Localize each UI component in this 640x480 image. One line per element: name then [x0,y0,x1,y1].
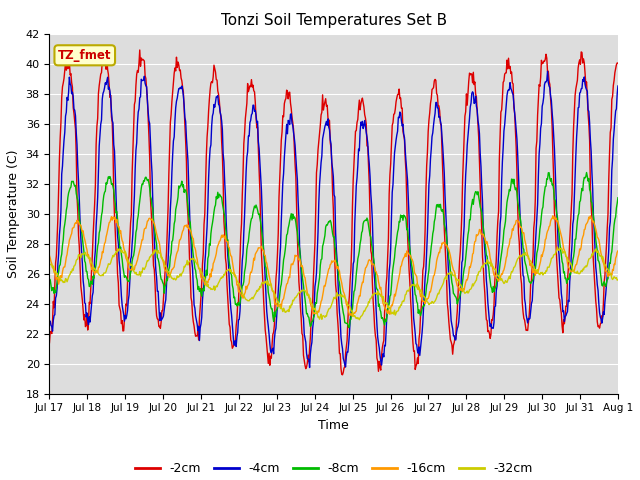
Text: TZ_fmet: TZ_fmet [58,49,111,62]
Title: Tonzi Soil Temperatures Set B: Tonzi Soil Temperatures Set B [221,13,447,28]
X-axis label: Time: Time [318,419,349,432]
Legend: -2cm, -4cm, -8cm, -16cm, -32cm: -2cm, -4cm, -8cm, -16cm, -32cm [129,457,538,480]
Y-axis label: Soil Temperature (C): Soil Temperature (C) [7,149,20,278]
